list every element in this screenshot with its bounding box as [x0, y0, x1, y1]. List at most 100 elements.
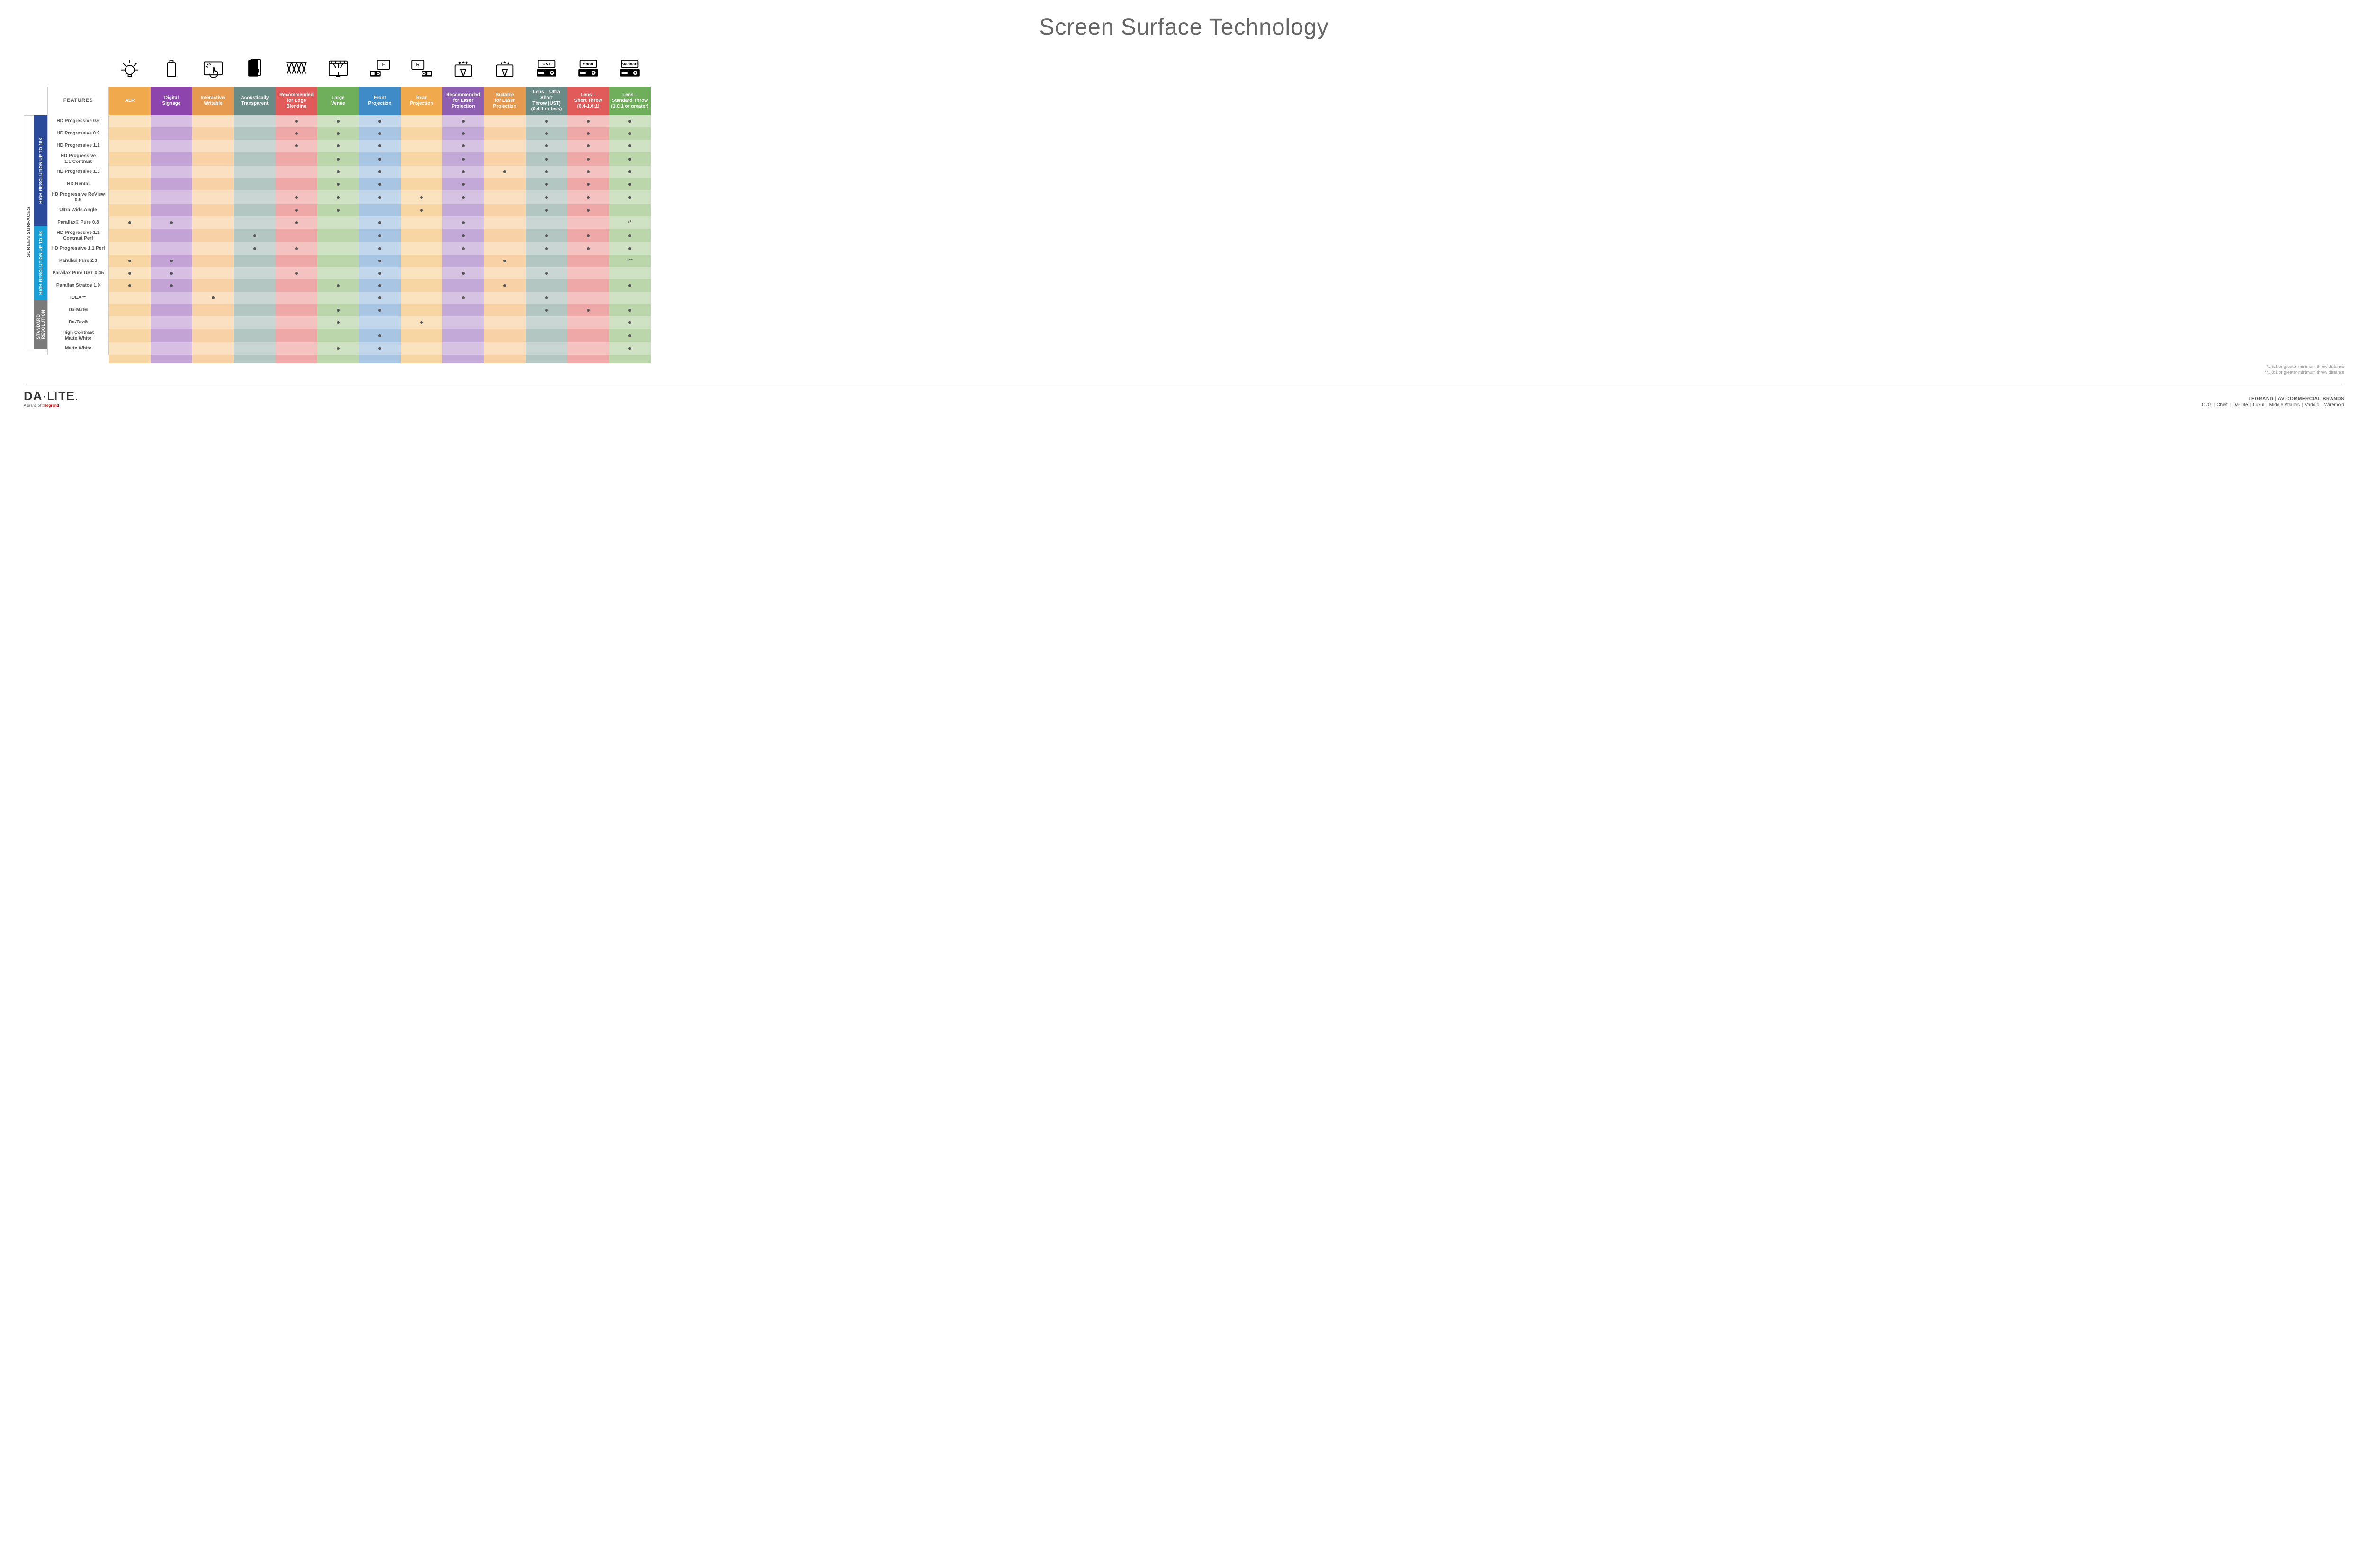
column-header-ust: Lens – Ultra ShortThrow (UST)(0.4:1 or l…	[526, 87, 567, 115]
row-label: HD Progressive 1.3	[47, 166, 109, 178]
brand-logo: DA·LITE.	[24, 389, 79, 403]
brand-name: Vaddio	[2305, 403, 2319, 408]
table-row: HD Progressive1.1 Contrast	[47, 152, 2344, 166]
column-icon-large	[317, 54, 359, 84]
brand-name: Wiremold	[2324, 403, 2344, 408]
column-icon-rear: R	[401, 54, 442, 84]
column-icon-edge	[276, 54, 317, 84]
cell-suitlaser	[484, 279, 526, 292]
cell-edge	[276, 166, 317, 178]
cell-alr	[109, 329, 151, 342]
column-header-rear: RearProjection	[401, 87, 442, 115]
cell-front	[359, 127, 401, 140]
cell-front	[359, 292, 401, 304]
column-icon-suitlaser: ★	[484, 54, 526, 84]
cell-std	[609, 267, 651, 279]
cell-interactive	[192, 316, 234, 329]
table-row: Ultra Wide Angle	[47, 204, 2344, 216]
cell-rear	[401, 127, 442, 140]
cell-std	[609, 304, 651, 316]
table-row: HD Rental	[47, 178, 2344, 190]
cell-alr	[109, 292, 151, 304]
cell-front	[359, 229, 401, 242]
cell-rear	[401, 152, 442, 166]
svg-text:UST: UST	[542, 62, 551, 66]
svg-text:★: ★	[503, 60, 507, 65]
column-icon-interactive	[192, 54, 234, 84]
cell-ust	[526, 304, 567, 316]
cell-short	[567, 267, 609, 279]
cell-front	[359, 279, 401, 292]
column-header-std: Lens –Standard Throw(1.0:1 or greater)	[609, 87, 651, 115]
cell-signage	[151, 255, 192, 267]
cell-rear	[401, 178, 442, 190]
cell-edge	[276, 304, 317, 316]
cell-short	[567, 204, 609, 216]
side-label-screen-surfaces: SCREEN SURFACES	[24, 115, 34, 349]
cell-std	[609, 229, 651, 242]
cell-signage	[151, 304, 192, 316]
cell-edge	[276, 267, 317, 279]
cell-acoustic	[234, 329, 276, 342]
row-label: HD Progressive1.1 Contrast	[47, 152, 109, 166]
cell-suitlaser	[484, 292, 526, 304]
cell-reclaser	[442, 316, 484, 329]
cell-front	[359, 255, 401, 267]
cell-std: •*	[609, 216, 651, 229]
cell-acoustic	[234, 166, 276, 178]
icon-header-row: FR★★★★USTShortStandard	[24, 54, 2344, 84]
cell-short	[567, 166, 609, 178]
cell-rear	[401, 216, 442, 229]
cell-alr	[109, 190, 151, 204]
cell-alr	[109, 279, 151, 292]
cell-suitlaser	[484, 166, 526, 178]
column-icon-front: F	[359, 54, 401, 84]
cell-front	[359, 178, 401, 190]
cell-interactive	[192, 229, 234, 242]
cell-reclaser	[442, 304, 484, 316]
cell-short	[567, 190, 609, 204]
cell-short	[567, 329, 609, 342]
row-label: HD Progressive 0.6	[47, 115, 109, 127]
cell-interactive	[192, 216, 234, 229]
cell-signage	[151, 316, 192, 329]
cell-rear	[401, 242, 442, 255]
cell-std	[609, 178, 651, 190]
cell-ust	[526, 216, 567, 229]
cell-large	[317, 304, 359, 316]
column-icon-signage	[151, 54, 192, 84]
cell-std	[609, 342, 651, 355]
cell-signage	[151, 329, 192, 342]
cell-ust	[526, 178, 567, 190]
row-label: Da-Mat®	[47, 304, 109, 316]
cell-large	[317, 127, 359, 140]
cell-edge	[276, 279, 317, 292]
svg-text:F: F	[382, 63, 385, 68]
cell-alr	[109, 304, 151, 316]
cell-edge	[276, 178, 317, 190]
cell-acoustic	[234, 316, 276, 329]
cell-acoustic	[234, 190, 276, 204]
cell-front	[359, 204, 401, 216]
cell-front	[359, 267, 401, 279]
cell-acoustic	[234, 267, 276, 279]
table-row: Parallax Pure UST 0.45	[47, 267, 2344, 279]
cell-ust	[526, 190, 567, 204]
cell-ust	[526, 242, 567, 255]
group-label-hr16k: HIGH RESOLUTION UP TO 16K	[34, 115, 47, 226]
cell-reclaser	[442, 242, 484, 255]
brand-name: C2G	[2202, 403, 2212, 408]
column-header-short: Lens –Short Throw(0.4-1.0:1)	[567, 87, 609, 115]
column-header-edge: Recommendedfor EdgeBlending	[276, 87, 317, 115]
table-row: HD Progressive 1.1 Perf	[47, 242, 2344, 255]
cell-suitlaser	[484, 255, 526, 267]
cell-reclaser	[442, 329, 484, 342]
cell-edge	[276, 204, 317, 216]
cell-signage	[151, 292, 192, 304]
cell-std	[609, 329, 651, 342]
brand-name: Da-Lite	[2233, 403, 2248, 408]
table-row: Da-Mat®	[47, 304, 2344, 316]
cell-signage	[151, 178, 192, 190]
cell-std	[609, 115, 651, 127]
cell-large	[317, 166, 359, 178]
